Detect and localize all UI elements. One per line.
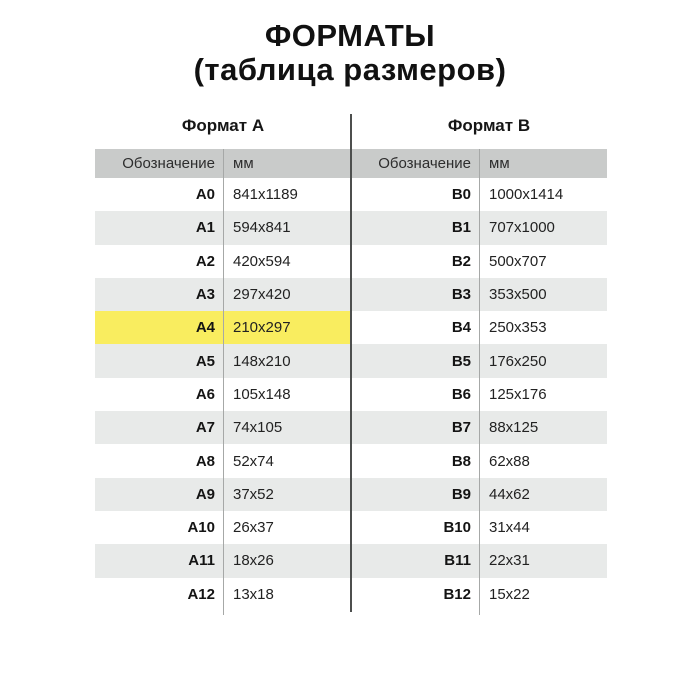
designation-cell-a: A5 bbox=[195, 352, 215, 370]
designation-cell-b: B1 bbox=[451, 219, 471, 237]
format-b-heading: Формат В bbox=[447, 116, 531, 135]
paper-size-table: Обозначение мм Обозначение мм A0 841x118… bbox=[95, 149, 607, 615]
center-divider-line bbox=[350, 114, 352, 612]
mm-cell-a: 13x18 bbox=[233, 585, 274, 603]
mm-cell-b: 22x31 bbox=[489, 552, 530, 570]
mm-cell-b: 500x707 bbox=[489, 252, 547, 270]
mm-cell-b: 31x44 bbox=[489, 519, 530, 537]
mm-cell-a: 105x148 bbox=[233, 385, 291, 403]
designation-cell-b: B10 bbox=[443, 519, 471, 537]
designation-cell-a: A10 bbox=[187, 519, 215, 537]
header-half-a: Обозначение мм bbox=[95, 149, 351, 178]
column-header-designation-b: Обозначение bbox=[378, 155, 471, 172]
designation-cell-b: B0 bbox=[451, 186, 471, 204]
mm-cell-a: 148x210 bbox=[233, 352, 291, 370]
designation-cell-a: A12 bbox=[187, 585, 215, 603]
designation-cell-a: A11 bbox=[188, 552, 215, 570]
mm-cell-b: 62x88 bbox=[489, 452, 530, 470]
designation-cell-a: A1 bbox=[195, 219, 215, 237]
designation-cell-a: A8 bbox=[195, 452, 215, 470]
mm-cell-a: 18x26 bbox=[233, 552, 274, 570]
designation-cell-b: B6 bbox=[451, 385, 471, 403]
mm-cell-b: 15x22 bbox=[489, 585, 530, 603]
designation-cell-b: B9 bbox=[451, 485, 471, 503]
mm-cell-a: 841x1189 bbox=[233, 186, 298, 204]
column-divider-a bbox=[223, 149, 224, 615]
mm-cell-b: 176x250 bbox=[489, 352, 547, 370]
designation-cell-b: B12 bbox=[443, 585, 471, 603]
column-header-mm-b: мм bbox=[489, 155, 510, 172]
mm-cell-b: 707x1000 bbox=[489, 219, 555, 237]
designation-cell-b: B8 bbox=[451, 452, 471, 470]
designation-cell-a: A9 bbox=[195, 485, 215, 503]
mm-cell-a: 26x37 bbox=[233, 519, 274, 537]
designation-cell-b: B3 bbox=[451, 286, 471, 304]
header-half-b: Обозначение мм bbox=[351, 149, 607, 178]
designation-cell-a: A0 bbox=[195, 186, 215, 204]
designation-cell-b: B11 bbox=[444, 552, 471, 570]
mm-cell-b: 88x125 bbox=[489, 419, 539, 437]
format-a-heading: Формат А bbox=[181, 116, 265, 135]
column-header-designation-a: Обозначение bbox=[122, 155, 215, 172]
mm-cell-b: 44x62 bbox=[489, 485, 530, 503]
designation-cell-b: B4 bbox=[451, 319, 471, 337]
designation-cell-a: A7 bbox=[195, 419, 215, 437]
title-block: ФОРМАТЫ (таблица размеров) bbox=[0, 18, 700, 87]
mm-cell-b: 250x353 bbox=[489, 319, 547, 337]
mm-cell-a: 210x297 bbox=[233, 319, 291, 337]
mm-cell-a: 297x420 bbox=[233, 286, 291, 304]
column-header-mm-a: мм bbox=[233, 155, 254, 172]
mm-cell-b: 353x500 bbox=[489, 286, 547, 304]
designation-cell-a: A6 bbox=[195, 385, 215, 403]
designation-cell-b: B2 bbox=[451, 252, 471, 270]
designation-cell-b: B5 bbox=[451, 352, 471, 370]
designation-cell-a: A4 bbox=[195, 319, 215, 337]
page-title: ФОРМАТЫ bbox=[264, 18, 436, 53]
mm-cell-b: 125x176 bbox=[489, 385, 547, 403]
column-divider-b bbox=[479, 149, 480, 615]
designation-cell-a: A2 bbox=[195, 252, 215, 270]
mm-cell-b: 1000x1414 bbox=[489, 186, 564, 204]
mm-cell-a: 420x594 bbox=[233, 252, 291, 270]
mm-cell-a: 37x52 bbox=[233, 485, 274, 503]
mm-cell-a: 52x74 bbox=[233, 452, 274, 470]
page-subtitle: (таблица размеров) bbox=[193, 52, 507, 87]
designation-cell-a: A3 bbox=[195, 286, 215, 304]
designation-cell-b: B7 bbox=[451, 419, 471, 437]
mm-cell-a: 594x841 bbox=[233, 219, 291, 237]
mm-cell-a: 74x105 bbox=[233, 419, 283, 437]
